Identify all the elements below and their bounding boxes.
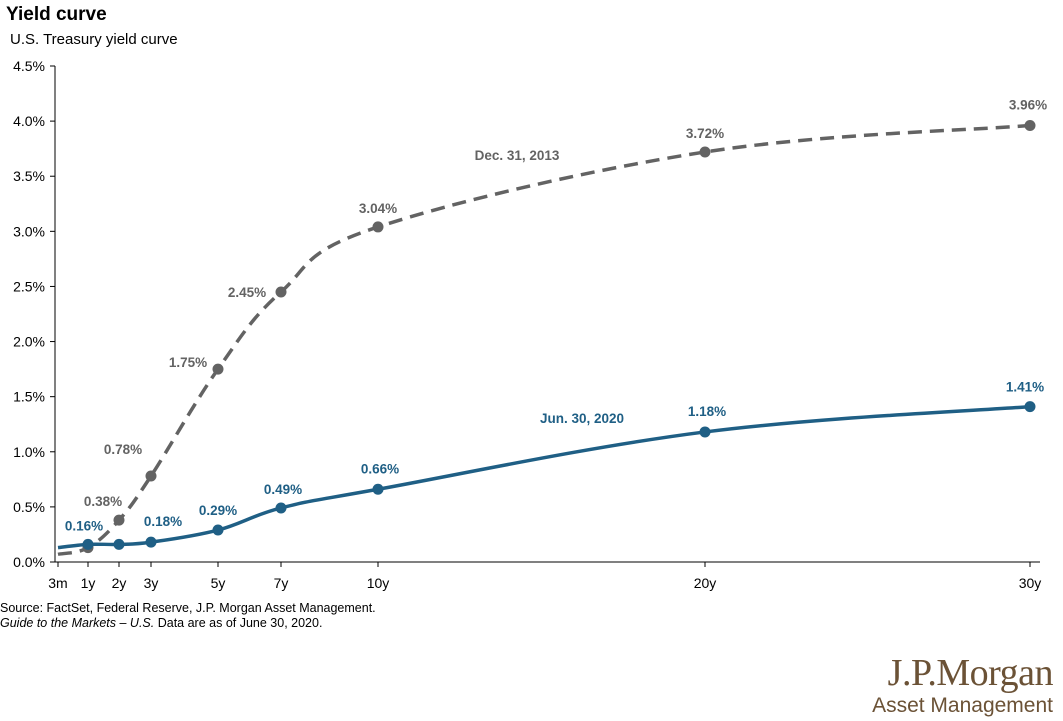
y-tick-label: 4.5% — [13, 58, 45, 74]
x-tick-label: 2y — [112, 575, 127, 591]
data-label-dec-2013: 3.72% — [686, 126, 724, 141]
data-label-jun-2020: 0.18% — [144, 514, 182, 529]
data-point-jun-2020 — [275, 502, 287, 514]
logo-wordmark: J.P.Morgan — [887, 652, 1054, 694]
guide-title: Guide to the Markets – U.S. — [0, 616, 155, 630]
jpmorgan-logo: J.P.Morgan Asset Management — [872, 654, 1053, 718]
data-point-dec-2013 — [1024, 120, 1036, 132]
data-label-jun-2020: 0.16% — [65, 518, 103, 533]
source-note: Source: FactSet, Federal Reserve, J.P. M… — [0, 601, 376, 615]
data-label-dec-2013: 0.78% — [104, 442, 142, 457]
data-point-dec-2013 — [145, 470, 157, 482]
x-tick-label: 30y — [1019, 575, 1042, 591]
x-tick-label: 7y — [274, 575, 289, 591]
x-tick-label: 3y — [144, 575, 159, 591]
data-label-dec-2013: 3.04% — [359, 201, 397, 216]
series-line-dec-2013 — [57, 123, 1031, 557]
y-tick-label: 4.0% — [13, 113, 45, 129]
series-name-jun-2020: Jun. 30, 2020 — [540, 411, 624, 426]
data-point-dec-2013 — [275, 286, 287, 298]
data-point-dec-2013 — [699, 146, 711, 158]
y-tick-label: 2.0% — [13, 334, 45, 350]
x-tick-label: 5y — [211, 575, 226, 591]
x-tick-label: 20y — [694, 575, 717, 591]
chart-title: Yield curve — [6, 4, 107, 25]
series-line-jun-2020 — [57, 404, 1031, 550]
y-tick-label: 0.0% — [13, 554, 45, 570]
data-point-dec-2013 — [372, 221, 384, 233]
data-point-jun-2020 — [1024, 401, 1036, 413]
data-label-jun-2020: 0.66% — [361, 461, 399, 476]
x-tick-label: 10y — [367, 575, 390, 591]
data-point-jun-2020 — [212, 524, 224, 536]
yield-curve-chart: 0.0% 0.5% 1.0% 1.5% 2.0% 2.5% 3.0% 3.5% 4.0% 4.5%… — [13, 58, 1047, 591]
y-tick-label: 1.5% — [13, 389, 45, 405]
data-point-jun-2020 — [699, 426, 711, 438]
y-tick-label: 1.0% — [13, 444, 45, 460]
data-point-dec-2013 — [113, 514, 125, 526]
series-name-dec-2013: Dec. 31, 2013 — [475, 148, 560, 163]
y-tick-label: 3.5% — [13, 168, 45, 184]
data-label-jun-2020: 0.29% — [199, 503, 237, 518]
data-point-dec-2013 — [212, 363, 224, 375]
data-label-jun-2020: 1.18% — [688, 404, 726, 419]
data-label-dec-2013: 0.38% — [84, 494, 122, 509]
data-point-jun-2020 — [145, 536, 157, 548]
data-date: Data are as of June 30, 2020. — [154, 616, 323, 630]
x-tick-label: 1y — [81, 575, 96, 591]
data-point-jun-2020 — [113, 538, 125, 550]
data-point-jun-2020 — [372, 483, 384, 495]
x-tick-label: 3m — [48, 575, 67, 591]
data-label-dec-2013: 2.45% — [228, 285, 266, 300]
data-label-dec-2013: 3.96% — [1009, 98, 1047, 113]
data-date-note: Guide to the Markets – U.S. Data are as … — [0, 616, 322, 630]
data-label-jun-2020: 1.41% — [1006, 380, 1044, 395]
data-label-dec-2013: 1.75% — [169, 355, 207, 370]
y-tick-label: 2.5% — [13, 278, 45, 294]
logo-subtitle: Asset Management — [872, 694, 1053, 717]
data-point-jun-2020 — [82, 538, 94, 550]
data-label-jun-2020: 0.49% — [264, 482, 302, 497]
y-tick-label: 3.0% — [13, 223, 45, 239]
y-tick-label: 0.5% — [13, 499, 45, 515]
chart-subtitle: U.S. Treasury yield curve — [10, 31, 178, 48]
